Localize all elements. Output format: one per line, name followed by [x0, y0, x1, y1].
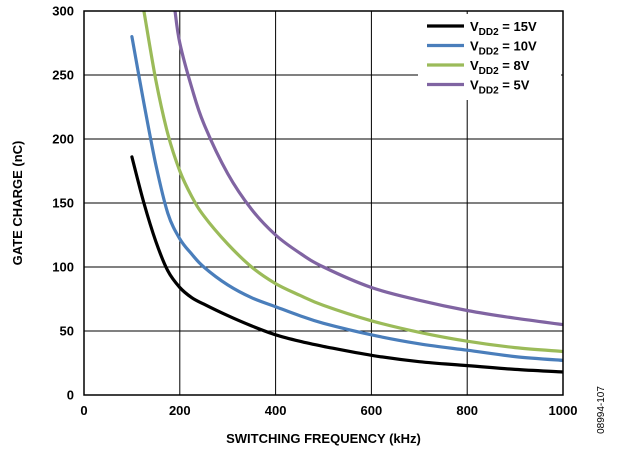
series-line-2	[142, 11, 563, 354]
legend-label-2: VDD2 = 8V	[470, 58, 530, 77]
figure-id: 08994-107	[596, 386, 607, 434]
y-tick-label: 0	[67, 388, 74, 403]
x-tick-label: 200	[169, 403, 191, 418]
y-tick-label: 150	[52, 196, 74, 211]
y-tick-label: 200	[52, 132, 74, 147]
y-axis-title: GATE CHARGE (nC)	[10, 141, 25, 266]
x-tick-label: 800	[456, 403, 478, 418]
y-tick-label: 50	[60, 324, 74, 339]
x-tick-label: 1000	[549, 403, 578, 418]
tick-labels: 0 200 400 600 800 1000 0 50 100 150 200 250 300	[52, 4, 577, 419]
legend-label-3: VDD2 = 5V	[470, 78, 530, 97]
series-line-3	[173, 11, 563, 327]
y-tick-label: 250	[52, 68, 74, 83]
x-tick-label: 400	[265, 403, 287, 418]
x-tick-label: 0	[80, 403, 87, 418]
series-line-1	[130, 35, 563, 362]
x-axis-title: SWITCHING FREQUENCY (kHz)	[226, 431, 421, 446]
legend-label-0: VDD2 = 15V	[470, 19, 537, 38]
plot-frame	[83, 10, 564, 396]
y-tick-label: 100	[52, 260, 74, 275]
series-lines	[130, 11, 563, 374]
series-line-0	[130, 155, 563, 374]
x-tick-label: 600	[361, 403, 383, 418]
legend-label-1: VDD2 = 10V	[470, 39, 537, 58]
y-tick-label: 300	[52, 4, 74, 19]
